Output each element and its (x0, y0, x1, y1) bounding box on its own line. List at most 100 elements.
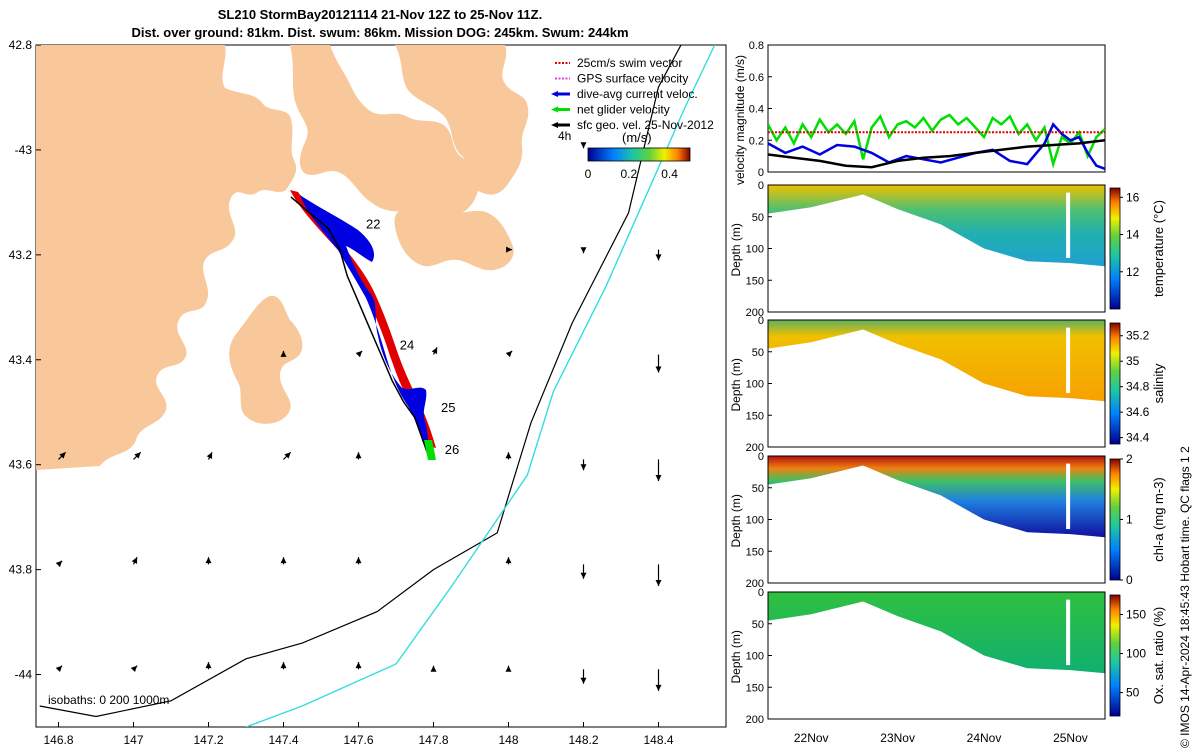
land-east-headland (394, 206, 514, 271)
legend-swatch-head (551, 91, 558, 97)
section-y-tick-label: 50 (752, 619, 764, 631)
speed-colorbar-side-label: 4h (558, 129, 571, 143)
section-colorbar (1109, 322, 1121, 445)
section-y-tick-label: 200 (746, 578, 764, 590)
isobaths-label: isobaths: 0 200 1000m (48, 693, 169, 707)
speed-colorbar-ticks: 0 0.2 0.4 (585, 167, 679, 181)
section-colorbar (1109, 458, 1121, 581)
speed-colorbar-label: (m/s) (622, 130, 652, 145)
map-x-tick-label: 147.4 (268, 733, 298, 747)
section-colorbar-tick-label: 34.4 (1126, 431, 1150, 445)
speed-colorbar-tick-label: 0.4 (661, 167, 678, 181)
section-data-gap (1066, 192, 1071, 259)
section-y-tick-label: 150 (746, 682, 764, 694)
legend-label: dive-avg current veloc. (577, 87, 698, 101)
current-arrow-head (355, 557, 362, 564)
velocity-y-tick-label: 0.6 (749, 72, 764, 84)
section-colorbar-tick-label: 34.6 (1126, 405, 1150, 419)
section-ylabel: Depth (m) (729, 358, 743, 411)
map-y-tick-label: -43 (15, 143, 33, 157)
day-label: 26 (445, 442, 459, 457)
velocity-panel: 0 0.2 0.4 0.6 0.8 velocity magnitude (m/s) (733, 40, 1106, 185)
section-y-tick-label: 200 (746, 714, 764, 726)
section-y-tick-label: 100 (746, 379, 764, 391)
section-colorbar-tick-label: 35.2 (1126, 329, 1150, 343)
section-colorbar-tick-label: 2 (1126, 452, 1133, 466)
section-colorbar-tick-label: 34.8 (1126, 380, 1150, 394)
section-colorbar-label: salinity (1151, 363, 1166, 403)
map-y-tick-label: 43.2 (9, 248, 33, 262)
land-mainland (36, 45, 297, 470)
velocity-y-tick-label: 0.2 (749, 135, 764, 147)
current-arrow-head (505, 350, 513, 358)
speed-colorbar-bar (587, 147, 691, 162)
land-bruny-island (109, 214, 139, 317)
current-arrow-head (505, 557, 512, 564)
map-y-tick-label: 43.4 (9, 353, 33, 367)
speed-colorbar-tick-label: 0.2 (620, 167, 637, 181)
section-y-tick-label: 50 (752, 212, 764, 224)
current-arrow-head (580, 572, 587, 579)
section-y-tick-label: 200 (746, 307, 764, 319)
velocity-series-line (768, 122, 1105, 170)
current-arrow-head (431, 347, 438, 355)
section-y-tick-label: 200 (746, 442, 764, 454)
glider-track-line (290, 196, 431, 460)
section-colorbar-label: temperature (°C) (1151, 200, 1166, 297)
map-panel: 22 24 25 26 146.8 147 147.2 147.4 147.6 147.8 148… (9, 38, 727, 747)
section-data-gap (1066, 463, 1071, 530)
section-colorbar-tick-label: 16 (1126, 190, 1140, 204)
map-legend: 25cm/s swim vector GPS surface velocitydi… (551, 56, 714, 132)
section-ylabel: Depth (m) (729, 630, 743, 683)
map-x-tick-label: 147.6 (343, 733, 373, 747)
current-arrow-head (355, 662, 362, 669)
legend-swatch-head (551, 122, 558, 128)
velocity-y-ticks: 0 0.2 0.4 0.6 0.8 (749, 40, 772, 179)
map-x-tick-label: 148 (498, 733, 518, 747)
map-y-tick-label: -44 (15, 668, 33, 682)
land-forestier-peninsula (290, 45, 479, 217)
current-arrow-head (206, 452, 213, 459)
current-arrow-head (130, 665, 138, 673)
section-colorbar-tick-label: 150 (1126, 608, 1146, 622)
glider-track (290, 190, 436, 460)
velocity-y-tick-label: 0 (758, 167, 764, 179)
legend-label: net glider velocity (577, 103, 670, 117)
current-arrow-head (284, 452, 291, 459)
section-data-field (768, 320, 1105, 402)
section-y-tick-label: 100 (746, 515, 764, 527)
current-arrow-head (655, 579, 662, 586)
time-x-tick-label: 24Nov (967, 731, 1002, 745)
section-colorbar (1109, 187, 1121, 310)
current-arrow-head (280, 350, 287, 357)
map-x-tick-label: 148.4 (643, 733, 673, 747)
time-x-tick-label: 23Nov (880, 731, 915, 745)
current-arrow-head (55, 560, 63, 568)
current-arrow-head (205, 557, 212, 564)
section-colorbar-tick-label: 1 (1126, 513, 1133, 527)
section-colorbar-label: Ox. sat. ratio (%) (1151, 607, 1166, 705)
map-y-ticks: 42.8 -43 43.2 43.4 43.6 43.8 -44 (9, 38, 41, 682)
day-label: 22 (366, 217, 380, 232)
velocity-series-line (768, 139, 1105, 169)
map-landmass (36, 45, 529, 470)
section-data-field (768, 592, 1105, 674)
section-colorbar-tick-label: 14 (1126, 228, 1140, 242)
legend-label: 25cm/s swim vector (577, 56, 682, 70)
land-tasman-peninsula (229, 295, 303, 424)
velocity-ylabel: velocity magnitude (m/s) (733, 55, 747, 185)
time-x-ticks: 22Nov 23Nov 24Nov 25Nov (794, 731, 1088, 745)
current-arrow-head (580, 142, 587, 149)
current-arrow-head (655, 254, 662, 261)
map-y-tick-label: 43.8 (9, 563, 33, 577)
section-y-tick-label: 150 (746, 410, 764, 422)
current-arrow-head (280, 557, 287, 564)
current-arrow-head (505, 665, 512, 672)
legend-label: sfc geo. vel. 25-Nov-2012 (577, 118, 714, 132)
land-east-coast (395, 45, 529, 195)
legend-swatch-head (551, 106, 558, 113)
section-data-field (768, 456, 1105, 538)
map-x-ticks: 146.8 147 147.2 147.4 147.6 147.8 148 148.2 148.… (43, 722, 674, 747)
